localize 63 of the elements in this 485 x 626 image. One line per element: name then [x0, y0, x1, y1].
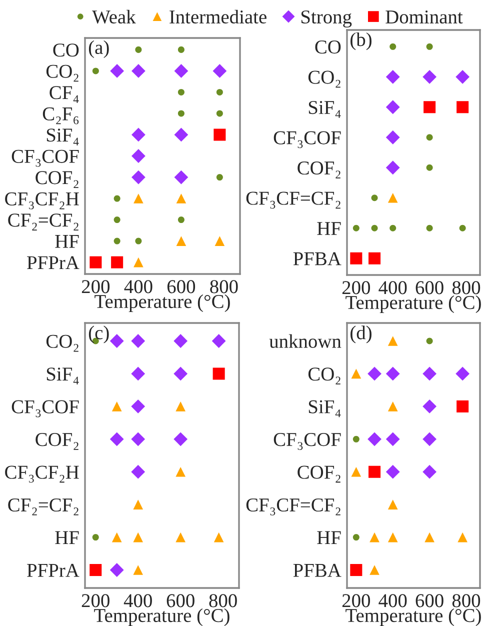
y-tick-label: CF₃CF=CF₂ [246, 498, 340, 516]
y-tick-label: CF₂=CF₂ [8, 214, 78, 230]
legend-label: Weak [92, 10, 136, 24]
y-tick-label: CF₃COF [274, 433, 341, 450]
legend-label: Strong [301, 10, 352, 28]
y-tick-label: CF₃CF=CF₂ [246, 192, 340, 209]
y-tick-label: PFBA [293, 564, 342, 577]
y-tick-label: CF₃CF₂H [5, 466, 79, 483]
y-tick-label: CF₃CF₂H [5, 192, 79, 210]
x-tick-label: 800 [210, 280, 238, 294]
x-axis-title: Temperature (°C) [94, 294, 230, 312]
y-tick-label: CF₄ [50, 86, 79, 103]
x-tick-label: 200 [82, 594, 110, 608]
annotation: (b) [350, 32, 372, 50]
y-tick-label: C₂F₆ [42, 107, 79, 124]
annotation: (a) [88, 40, 109, 58]
y-tick-label: CO₂ [46, 334, 78, 352]
y-tick-label: CO [315, 40, 341, 54]
y-tick-label: CO₂ [308, 70, 340, 88]
y-tick-label: unknown [269, 334, 342, 348]
y-tick-label: PFBA [293, 252, 342, 266]
y-tick-label: SiF₄ [308, 400, 341, 418]
x-tick-label: 800 [209, 594, 237, 608]
y-tick-label: CO₂ [308, 368, 340, 384]
x-tick-label: 400 [378, 281, 407, 294]
x-axis-title: Temperature (°C) [346, 608, 481, 626]
y-tick-label: COF₂ [298, 466, 340, 483]
y-tick-label: SiF₄ [308, 101, 341, 118]
y-tick-label: CF₂=CF₂ [8, 498, 78, 516]
y-tick-label: HF [317, 222, 341, 235]
y-tick-label: CF₃COF [274, 131, 341, 148]
x-tick-label: 400 [124, 594, 152, 608]
x-tick-label: 400 [124, 280, 152, 294]
y-tick-label: CO₂ [46, 64, 78, 82]
x-tick-label: 600 [416, 281, 444, 294]
x-tick-label: 600 [166, 594, 194, 608]
y-tick-label: PFPrA [27, 564, 80, 577]
x-tick-label: 200 [342, 594, 370, 608]
x-tick-label: 400 [378, 594, 407, 608]
y-tick-label: HF [55, 235, 79, 248]
y-tick-label: CF₃COF [12, 400, 79, 418]
y-tick-label: CF₃COF [12, 150, 79, 167]
legend-label: Intermediate [170, 10, 266, 24]
y-tick-label: COF₂ [298, 161, 340, 178]
y-tick-label: CO [53, 44, 79, 57]
annotation: (c) [88, 326, 109, 344]
y-tick-label: HF [55, 531, 79, 544]
x-tick-label: 600 [416, 594, 444, 608]
y-tick-label: SiF₄ [46, 128, 79, 146]
y-tick-label: SiF₄ [46, 368, 79, 384]
y-tick-label: PFPrA [27, 256, 80, 270]
x-tick-label: 200 [342, 281, 370, 294]
y-tick-label: COF₂ [36, 171, 78, 188]
legend-label: Dominant [386, 10, 463, 24]
y-tick-label: HF [317, 531, 341, 544]
y-tick-label: COF₂ [36, 433, 78, 450]
x-tick-label: 800 [452, 281, 480, 294]
x-axis-title: Temperature (°C) [346, 295, 481, 314]
annotation: (d) [350, 326, 372, 344]
x-axis-title: Temperature (°C) [94, 608, 230, 626]
x-tick-label: 600 [167, 280, 196, 294]
x-tick-label: 200 [82, 280, 110, 294]
x-tick-label: 800 [452, 594, 480, 608]
